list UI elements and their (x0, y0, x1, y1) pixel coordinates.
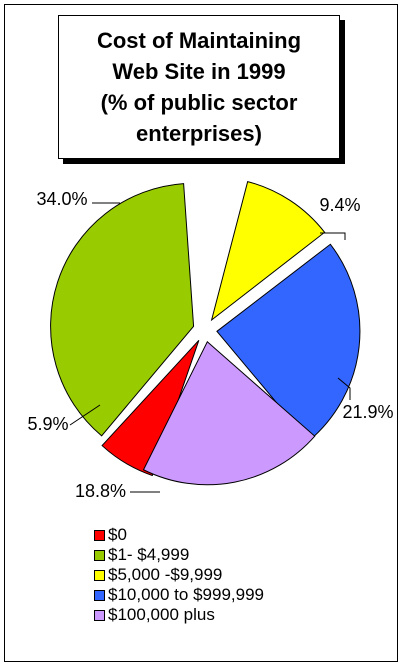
data-label: 18.8% (75, 481, 126, 501)
legend-entry: $5,000 -$9,999 (94, 565, 264, 585)
data-label: 21.9% (342, 402, 393, 422)
leader-line (337, 377, 351, 400)
pie-slice (216, 243, 361, 442)
legend-label: $5,000 -$9,999 (108, 565, 223, 584)
legend-entry: $0 (94, 525, 264, 545)
pie-slice (50, 183, 195, 437)
data-label: 9.4% (319, 195, 360, 215)
legend-entry: $100,000 plus (94, 605, 264, 625)
chart-legend: $0 $1- $4,999 $5,000 -$9,999 $10,000 to $99… (94, 525, 264, 625)
leader-line (69, 404, 101, 426)
legend-label: $0 (108, 525, 127, 544)
legend-label: $10,000 to $999,999 (108, 585, 264, 604)
legend-swatch (94, 589, 105, 601)
pie-slice (101, 339, 200, 477)
legend-swatch (94, 609, 105, 621)
data-label: 5.9% (27, 414, 68, 434)
chart-title-box: Cost of Maintaining Web Site in 1999 (% … (58, 15, 340, 159)
pie-slice (142, 340, 316, 486)
leader-line (320, 232, 346, 240)
pie-slice (210, 180, 326, 322)
legend-swatch (94, 569, 105, 581)
chart-title: Cost of Maintaining Web Site in 1999 (% … (96, 28, 302, 146)
legend-entry: $1- $4,999 (94, 545, 264, 565)
legend-swatch (94, 549, 105, 561)
legend-label: $1- $4,999 (108, 545, 190, 564)
legend-label: $100,000 plus (108, 605, 215, 624)
legend-entry: $10,000 to $999,999 (94, 585, 264, 605)
legend-swatch (94, 529, 105, 541)
data-label: 34.0% (36, 189, 87, 209)
